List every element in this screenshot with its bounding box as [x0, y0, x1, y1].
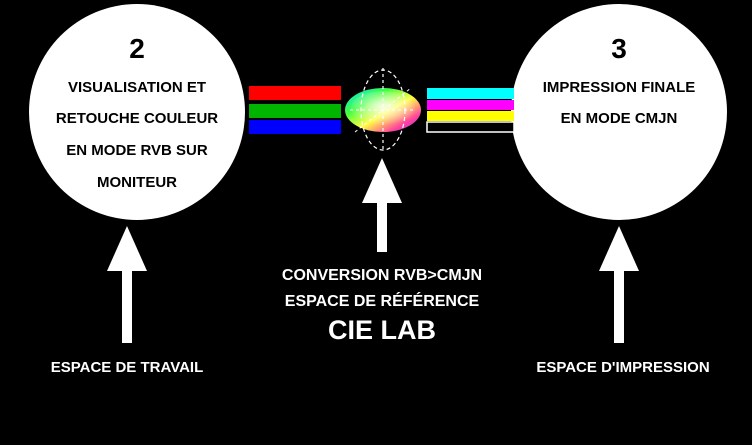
conversion-label: CONVERSION RVB>CMJN — [281, 267, 483, 284]
print-space-label: ESPACE D'IMPRESSION — [536, 359, 710, 376]
center-up-arrow — [362, 158, 402, 252]
cmyk-bars — [426, 88, 515, 133]
print-space-circle — [511, 4, 727, 220]
working-space-label: ESPACE DE TRAVAIL — [50, 359, 204, 376]
yellow-bar — [427, 111, 514, 121]
working-space-number: 2 — [129, 33, 145, 64]
print-space-line-1: IMPRESSION FINALE — [542, 79, 696, 96]
blue-bar — [249, 120, 341, 134]
left-up-arrow — [107, 226, 147, 343]
right-up-arrow — [599, 226, 639, 343]
red-bar — [249, 86, 341, 100]
working-space-circle — [29, 4, 245, 220]
cie-lab-title: CIE LAB — [328, 315, 436, 345]
reference-space-label: ESPACE DE RÉFÉRENCE — [284, 293, 480, 310]
working-space-line-2: RETOUCHE COULEUR — [55, 110, 219, 127]
working-space-line-3: EN MODE RVB SUR — [66, 142, 208, 159]
working-space-line-1: VISUALISATION ET — [67, 79, 207, 96]
green-bar — [249, 104, 341, 118]
rgb-bars — [249, 86, 341, 134]
cyan-bar — [427, 88, 514, 99]
black-bar — [426, 121, 515, 133]
working-space-line-4: MONITEUR — [97, 174, 177, 191]
cie-lab-solid-icon — [345, 68, 421, 151]
print-space-number: 3 — [611, 33, 627, 64]
magenta-bar — [427, 100, 514, 110]
print-space-line-2: EN MODE CMJN — [560, 110, 678, 127]
